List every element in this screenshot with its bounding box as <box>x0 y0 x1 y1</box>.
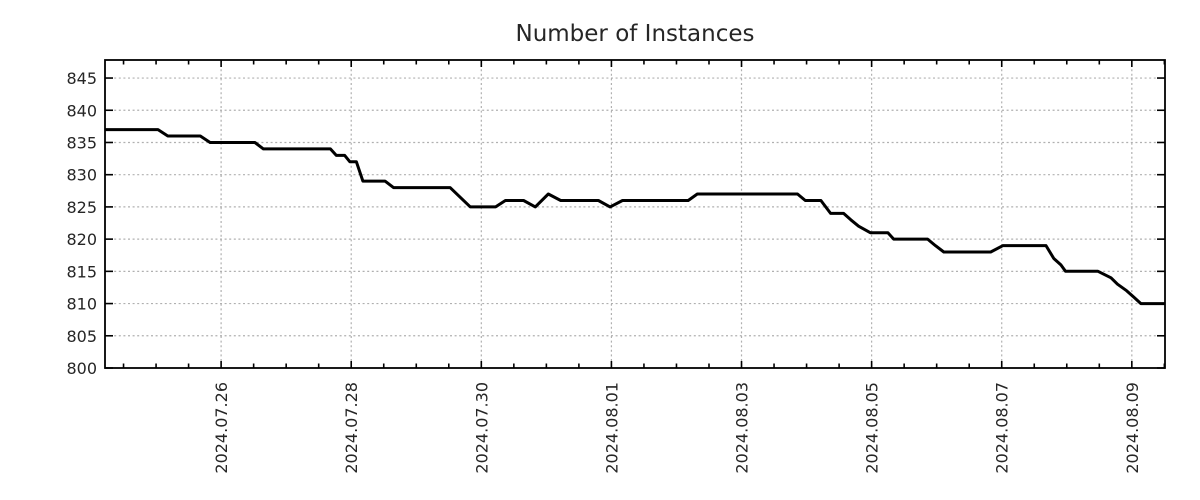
y-tick-label: 845 <box>66 69 97 88</box>
y-tick-label: 820 <box>66 230 97 249</box>
x-tick-label: 2024.07.26 <box>212 382 231 474</box>
x-tick-label: 2024.07.28 <box>342 382 361 474</box>
y-tick-label: 825 <box>66 198 97 217</box>
x-tick-label: 2024.08.05 <box>863 382 882 474</box>
x-tick-label: 2024.08.03 <box>733 382 752 474</box>
x-tick-label: 2024.07.30 <box>472 382 491 474</box>
y-tick-label: 840 <box>66 101 97 120</box>
plot-border <box>104 59 1166 369</box>
grid-layer <box>105 60 1165 368</box>
series-layer <box>105 128 1165 306</box>
axis-labels-layer: 800 805 810 815 820 825 830 835 840 845 2024.07.26… <box>66 69 1141 474</box>
y-tick-label: 815 <box>66 262 97 281</box>
axis-layer <box>104 59 1166 369</box>
y-tick-label: 800 <box>66 359 97 378</box>
x-tick-label: 2024.08.07 <box>993 382 1012 474</box>
chart-title: Number of Instances <box>516 21 755 47</box>
y-tick-label: 830 <box>66 166 97 185</box>
series-polyline-instances <box>105 128 1165 306</box>
x-tick-label: 2024.08.09 <box>1123 382 1142 474</box>
y-tick-label: 805 <box>66 327 97 346</box>
y-tick-label: 835 <box>66 133 97 152</box>
x-tick-label: 2024.08.01 <box>602 382 621 474</box>
y-tick-label: 810 <box>66 295 97 314</box>
